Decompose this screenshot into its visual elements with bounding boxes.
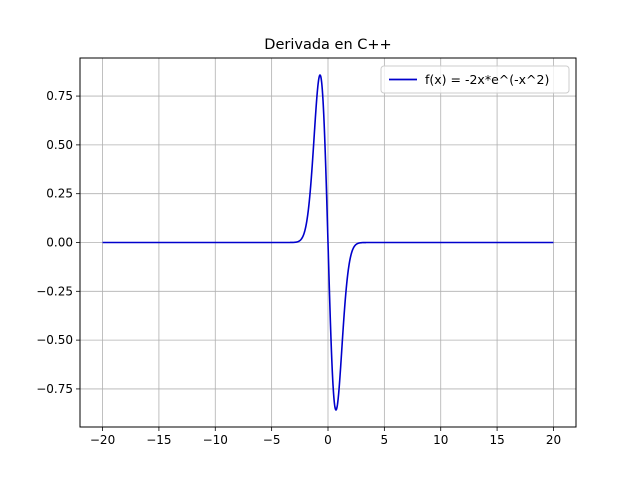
y-tick-label: 0.25 xyxy=(46,187,73,201)
legend: f(x) = -2x*e^(-x^2) xyxy=(380,65,570,94)
x-tick-label: −10 xyxy=(203,433,228,447)
y-tick-label: 0.00 xyxy=(46,236,73,250)
y-tick-label: −0.75 xyxy=(36,382,73,396)
x-tick-label: −15 xyxy=(146,433,171,447)
y-tick-label: −0.25 xyxy=(36,284,73,298)
x-tick-label: 15 xyxy=(489,433,504,447)
legend-label: f(x) = -2x*e^(-x^2) xyxy=(425,72,549,87)
x-tick-label: 5 xyxy=(381,433,389,447)
x-tick-label: 20 xyxy=(546,433,561,447)
x-axis: −20 −15 −10 −5 0 5 10 15 20 xyxy=(90,427,561,447)
x-tick-label: −20 xyxy=(90,433,115,447)
x-tick-label: 0 xyxy=(324,433,332,447)
grid xyxy=(80,58,576,427)
legend-box xyxy=(380,65,570,94)
y-axis: −0.75 −0.50 −0.25 0.00 0.25 0.50 0.75 xyxy=(36,89,80,396)
y-tick-label: −0.50 xyxy=(36,333,73,347)
y-tick-label: 0.75 xyxy=(46,89,73,103)
series-line xyxy=(101,74,555,411)
plot-series xyxy=(101,74,555,411)
x-tick-label: −5 xyxy=(263,433,281,447)
chart-title: Derivada en C++ xyxy=(264,37,391,53)
y-tick-label: 0.50 xyxy=(46,138,73,152)
x-tick-label: 10 xyxy=(433,433,448,447)
